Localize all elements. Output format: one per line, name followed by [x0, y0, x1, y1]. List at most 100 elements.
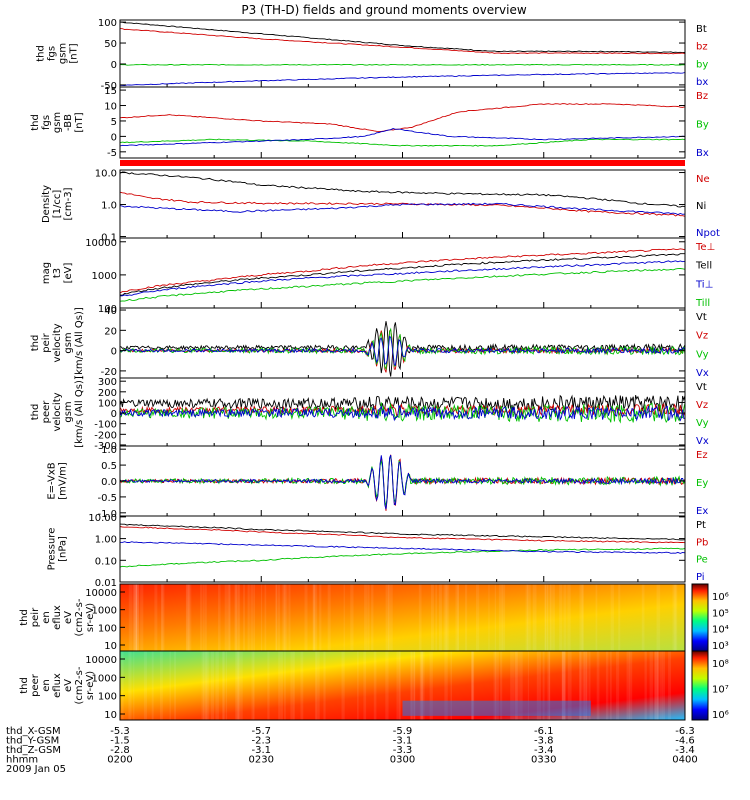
- legend-label: Npot: [696, 228, 720, 239]
- y-tick-label: -0.5: [97, 493, 117, 504]
- y-tick-label: -1.0: [97, 509, 117, 520]
- panel-p9: thdpeirenefluxeV(cm2-s-sr-eV)10000 1000 10…: [19, 583, 729, 652]
- x-axis-row-label: thd_Z-GSM: [6, 745, 61, 756]
- panel-p8: Pressure[nPa] 10.00 1.00 0.10 0.01 Pt Pb Pe Pi: [47, 513, 709, 589]
- x-axis-row-label: thd_X-GSM: [6, 726, 61, 737]
- spectrogram: [120, 584, 685, 651]
- y-tick-label: 5: [111, 117, 117, 128]
- series-Bz: [119, 103, 686, 132]
- legend-label: Vt: [696, 312, 707, 323]
- x-axis-row-label: hhmm: [6, 755, 38, 766]
- colorbar-tick-label: 10⁶: [712, 710, 729, 721]
- y-tick-label: 0.1: [101, 233, 117, 244]
- series-Ex: [119, 454, 686, 510]
- legend-label: Pt: [696, 520, 706, 531]
- series-Vx: [119, 335, 686, 366]
- panel-p3: Density[1/cc][cm-3] 10.0 1.0 0.1 Ne Ni Npot: [41, 169, 720, 244]
- x-tick-value: -5.7: [251, 726, 271, 737]
- series-Vx: [119, 404, 686, 422]
- x-tick-value: -5.3: [110, 726, 130, 737]
- legend-label: Ne: [696, 174, 710, 185]
- chart-title: P3 (TH-D) fields and ground moments over…: [241, 3, 526, 17]
- y-tick-label: 0.5: [101, 461, 117, 472]
- legend-label: Vz: [696, 400, 708, 411]
- x-axis-row-label: thd_Y-GSM: [6, 736, 59, 747]
- series-Npot: [119, 202, 686, 215]
- legend-label: by: [696, 59, 708, 70]
- y-tick-label: 200: [98, 388, 117, 399]
- separator-band: [120, 160, 685, 166]
- low-flux-region: [402, 700, 591, 716]
- colorbar-tick-label: 10⁶: [712, 592, 729, 603]
- legend-label: Ex: [696, 506, 708, 517]
- y-tick-label: 10000: [85, 655, 117, 666]
- x-tick-value: 0400: [672, 755, 697, 766]
- colorbar-tick-label: 10³: [712, 641, 729, 652]
- y-tick-label: 1000: [92, 673, 117, 684]
- y-axis-label: thdpeervelocitygsm[km/s (All Qs)]: [30, 376, 85, 448]
- y-axis-label: thdfgsgsm[nT]: [36, 43, 80, 64]
- series-bx: [119, 72, 686, 86]
- x-tick-value: -1.5: [110, 736, 130, 747]
- series-By: [119, 138, 686, 147]
- legend-label: Bx: [696, 148, 709, 159]
- y-tick-label: 0.01: [95, 578, 117, 589]
- legend-label: bx: [696, 77, 708, 88]
- y-tick-label: 0: [111, 60, 117, 71]
- y-axis-label: thdpeerenefluxeV(cm2-s-sr-eV): [19, 666, 96, 704]
- y-tick-label: 0: [111, 132, 117, 143]
- x-tick-value: 0300: [390, 755, 415, 766]
- panel-p5: thdpeirvelocitygsm[km/s (All Qs)] 40 20 0 -2…: [30, 306, 709, 379]
- series-by: [119, 63, 686, 66]
- series-Tell: [119, 253, 685, 296]
- legend-label: Ez: [696, 450, 708, 461]
- series-Te⊥: [119, 248, 686, 294]
- y-tick-label: -100: [94, 420, 117, 431]
- y-tick-label: -200: [94, 430, 117, 441]
- y-tick-label: 10000: [85, 588, 117, 599]
- colorbar-tick-label: 10⁵: [712, 608, 729, 619]
- x-tick-value: -2.8: [110, 745, 130, 756]
- series-Pb: [119, 526, 686, 544]
- legend-label: Vy: [696, 349, 709, 360]
- y-tick-label: -20: [101, 367, 117, 378]
- legend-label: bz: [696, 42, 708, 53]
- y-tick-label: 15: [104, 86, 117, 97]
- y-tick-label: 100: [98, 304, 117, 315]
- y-tick-label: 100: [98, 692, 117, 703]
- legend-label: Ey: [696, 478, 708, 489]
- date-label: 2009 Jan 05: [6, 764, 66, 775]
- y-axis-label: Density[1/cc][cm-3]: [41, 185, 74, 223]
- x-tick-value: -2.3: [251, 736, 271, 747]
- y-tick-label: 20: [104, 326, 117, 337]
- y-tick-label: 1000: [92, 271, 117, 282]
- y-tick-label: -300: [94, 441, 117, 452]
- panel-p2: thdfgsgsm-BB[nT] 15 10 5 0 -5 Bz By Bx: [30, 86, 709, 159]
- legend-label: Pi: [696, 572, 705, 583]
- y-tick-label: 1.0: [101, 201, 117, 212]
- plot-panels: thdfgsgsm[nT]100500-50Btbzbybxthdfgsgsm-…: [19, 18, 729, 721]
- series-Vz: [119, 403, 686, 417]
- y-tick-label: 10: [104, 102, 117, 113]
- panel-p7: E=-VxB[mV/m] 1.0 0.5 0.0 -0.5 -1.0 Ez Ey Ex: [47, 445, 709, 520]
- colorbar-tick-label: 10⁷: [712, 685, 729, 696]
- series-Till: [119, 268, 686, 302]
- legend-label: By: [696, 120, 709, 131]
- x-tick-value: -4.6: [675, 736, 695, 747]
- panel-p6: thdpeervelocitygsm[km/s (All Qs)] 3002001…: [30, 376, 709, 452]
- colorbar-tick-label: 10⁸: [712, 659, 729, 670]
- legend-label: Till: [695, 298, 710, 309]
- series-Ne: [119, 191, 686, 217]
- x-tick-value: 0200: [107, 755, 132, 766]
- colorbar: [691, 583, 709, 652]
- y-tick-label: 300: [98, 377, 117, 388]
- y-tick-label: 0.0: [101, 477, 117, 488]
- x-tick-value: -3.1: [393, 736, 413, 747]
- x-tick-value: -6.1: [534, 726, 554, 737]
- legend-label: Pb: [696, 537, 708, 548]
- y-axis-label: thdfgsgsm-BB[nT]: [30, 112, 85, 133]
- panel-p1: thdfgsgsm[nT] 100 50 0 -50 Bt bz by bx: [36, 18, 709, 92]
- y-tick-label: 0.10: [95, 556, 117, 567]
- legend-label: Vx: [696, 368, 709, 379]
